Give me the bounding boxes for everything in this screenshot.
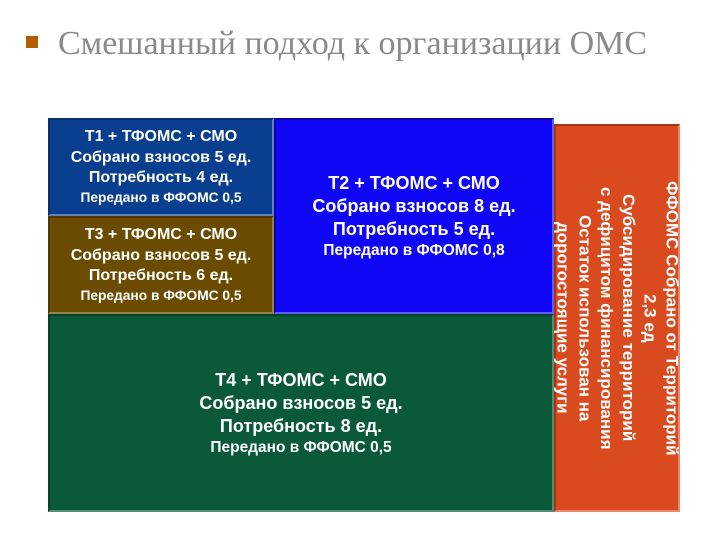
r-line6: дорогостоящие услуги bbox=[552, 222, 574, 414]
t1-line4: Передано в ФФОМС 0,5 bbox=[80, 189, 241, 207]
t2-line4: Передано в ФФОМС 0,8 bbox=[323, 241, 504, 261]
t2-line2: Собрано взносов 8 ед. bbox=[312, 195, 515, 218]
t2-line1: Т2 + ТФОМС + СМО bbox=[328, 172, 499, 195]
t4-line3: Потребность 8 ед. bbox=[220, 415, 382, 438]
box-t1: Т1 + ТФОМС + СМО Собрано взносов 5 ед. П… bbox=[48, 118, 274, 216]
t1-line2: Собрано взносов 5 ед. bbox=[71, 148, 252, 168]
r-line5: Остаток использован на bbox=[574, 215, 596, 421]
r-line2: 2,3 ед bbox=[639, 294, 661, 343]
box-t3: Т3 + ТФОМС + СМО Собрано взносов 5 ед. П… bbox=[48, 216, 274, 314]
t3-line4: Передано в ФФОМС 0,5 bbox=[80, 287, 241, 305]
t4-line4: Передано в ФФОМС 0,5 bbox=[210, 438, 391, 458]
box-t2: Т2 + ТФОМС + СМО Собрано взносов 8 ед. П… bbox=[274, 118, 554, 314]
slide: Смешанный подход к организации ОМС Т1 + … bbox=[0, 0, 720, 540]
r-line1: ФФОМС Собрано от Территорий bbox=[661, 181, 683, 456]
t4-line2: Собрано взносов 5 ед. bbox=[199, 392, 402, 415]
r-line3: Субсидирование территорий bbox=[617, 194, 639, 441]
t3-line3: Потребность 6 ед. bbox=[89, 266, 233, 286]
slide-title: Смешанный подход к организации ОМС bbox=[40, 20, 692, 64]
t2-line3: Потребность 5 ед. bbox=[333, 218, 495, 241]
t1-line1: Т1 + ТФОМС + СМО bbox=[85, 127, 237, 147]
r-line4: с дефицитом финансирования bbox=[595, 187, 617, 450]
t3-line1: Т3 + ТФОМС + СМО bbox=[85, 225, 237, 245]
diagram: Т1 + ТФОМС + СМО Собрано взносов 5 ед. П… bbox=[48, 118, 680, 528]
title-bullet bbox=[26, 36, 38, 48]
t1-line3: Потребность 4 ед. bbox=[89, 168, 233, 188]
t4-line1: Т4 + ТФОМС + СМО bbox=[215, 369, 386, 392]
box-right: ФФОМС Собрано от Территорий 2,3 ед Субси… bbox=[554, 124, 680, 512]
t3-line2: Собрано взносов 5 ед. bbox=[71, 246, 252, 266]
box-t4: Т4 + ТФОМС + СМО Собрано взносов 5 ед. П… bbox=[48, 314, 554, 512]
